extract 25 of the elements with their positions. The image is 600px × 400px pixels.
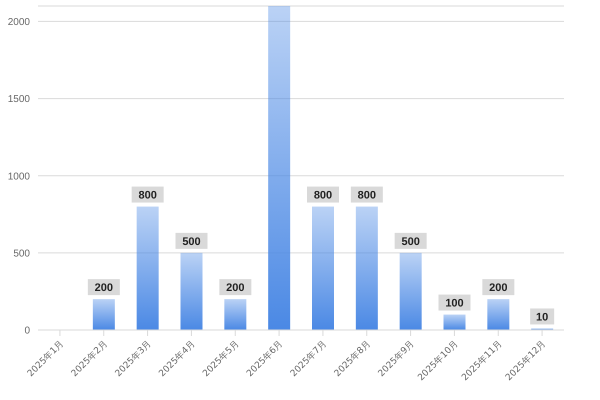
bar (268, 6, 290, 330)
data-label: 800 (138, 190, 157, 202)
bar (444, 314, 466, 330)
data-label: 500 (182, 236, 201, 248)
y-tick-label: 1500 (8, 94, 30, 106)
bar (224, 299, 246, 330)
y-tick-label: 1000 (8, 171, 30, 182)
bar (356, 206, 378, 330)
y-tick-label: 500 (13, 248, 30, 260)
bar (136, 206, 159, 330)
bar (92, 299, 115, 330)
bar (487, 299, 510, 330)
y-tick-label: 2000 (8, 16, 30, 28)
data-label: 800 (358, 190, 376, 202)
bar (180, 252, 202, 330)
data-label: 200 (94, 282, 114, 294)
bar (312, 206, 334, 330)
data-label: 10 (536, 311, 548, 324)
data-label: 200 (489, 282, 508, 294)
y-tick-label: 0 (24, 326, 30, 337)
data-label: 200 (226, 282, 245, 294)
data-label: 800 (314, 190, 332, 202)
data-label: 500 (401, 236, 420, 248)
data-label: 100 (445, 298, 464, 310)
bar (400, 252, 422, 330)
